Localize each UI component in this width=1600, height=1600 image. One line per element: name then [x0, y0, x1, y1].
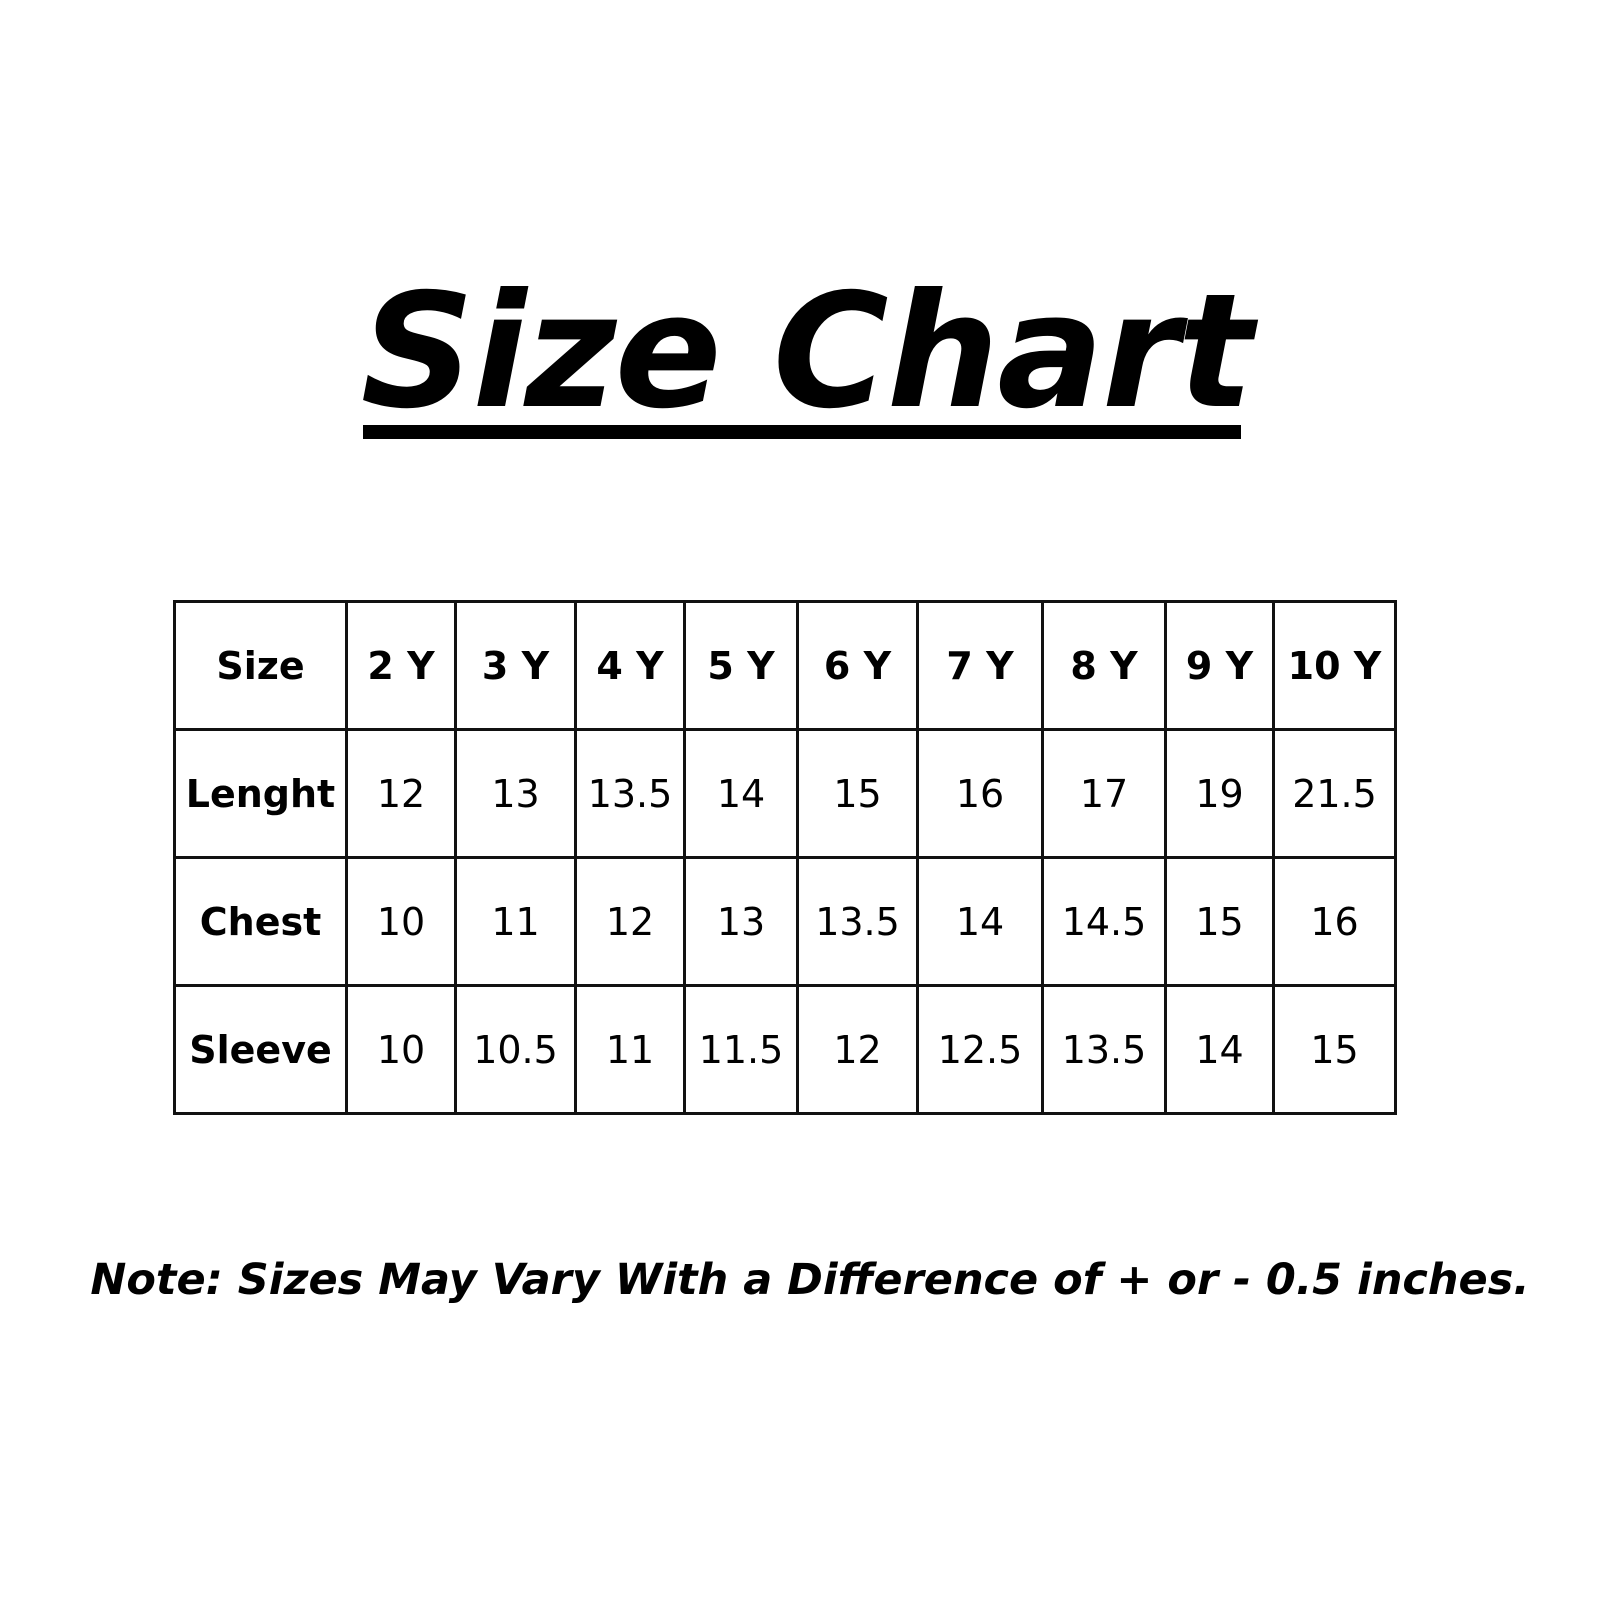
- table-cell: 19: [1164, 728, 1275, 859]
- table-row: Sleeve 10 10.5 11 11.5 12 12.5 13.5 14 15: [173, 984, 1397, 1115]
- table-cell: 13.5: [574, 728, 686, 859]
- header-cell-size: Size: [173, 600, 348, 731]
- table-cell: 13.5: [796, 856, 919, 987]
- table-cell: 13.5: [1041, 984, 1167, 1115]
- table-cell: 12.5: [916, 984, 1044, 1115]
- sizing-note: Note: Sizes May Vary With a Difference o…: [90, 1255, 1530, 1305]
- table-cell: 11: [574, 984, 686, 1115]
- title-underline: [363, 425, 1241, 439]
- table-cell: 16: [1272, 856, 1397, 987]
- table-cell: 12: [796, 984, 919, 1115]
- table-cell: 13: [683, 856, 799, 987]
- row-label: Sleeve: [173, 984, 348, 1115]
- table-cell: 13: [454, 728, 577, 859]
- table-cell: 11: [454, 856, 577, 987]
- header-cell: 8 Y: [1041, 600, 1167, 731]
- table-cell: 17: [1041, 728, 1167, 859]
- page-title: Size Chart: [360, 260, 1254, 444]
- table-row: Lenght 12 13 13.5 14 15 16 17 19 21.5: [173, 728, 1397, 859]
- table-cell: 14: [683, 728, 799, 859]
- table-cell: 21.5: [1272, 728, 1397, 859]
- header-cell: 2 Y: [345, 600, 457, 731]
- table-cell: 10: [345, 856, 457, 987]
- table-cell: 15: [796, 728, 919, 859]
- header-cell: 4 Y: [574, 600, 686, 731]
- header-cell: 7 Y: [916, 600, 1044, 731]
- table-cell: 10: [345, 984, 457, 1115]
- header-cell: 6 Y: [796, 600, 919, 731]
- table-cell: 14: [916, 856, 1044, 987]
- table-cell: 10.5: [454, 984, 577, 1115]
- table-cell: 15: [1164, 856, 1275, 987]
- header-cell: 10 Y: [1272, 600, 1397, 731]
- table-cell: 12: [345, 728, 457, 859]
- row-label: Lenght: [173, 728, 348, 859]
- header-cell: 3 Y: [454, 600, 577, 731]
- header-cell: 9 Y: [1164, 600, 1275, 731]
- table-cell: 14.5: [1041, 856, 1167, 987]
- row-label: Chest: [173, 856, 348, 987]
- table-cell: 14: [1164, 984, 1275, 1115]
- header-cell: 5 Y: [683, 600, 799, 731]
- table-cell: 15: [1272, 984, 1397, 1115]
- table-cell: 16: [916, 728, 1044, 859]
- table-row: Chest 10 11 12 13 13.5 14 14.5 15 16: [173, 856, 1397, 987]
- table-cell: 12: [574, 856, 686, 987]
- table-cell: 11.5: [683, 984, 799, 1115]
